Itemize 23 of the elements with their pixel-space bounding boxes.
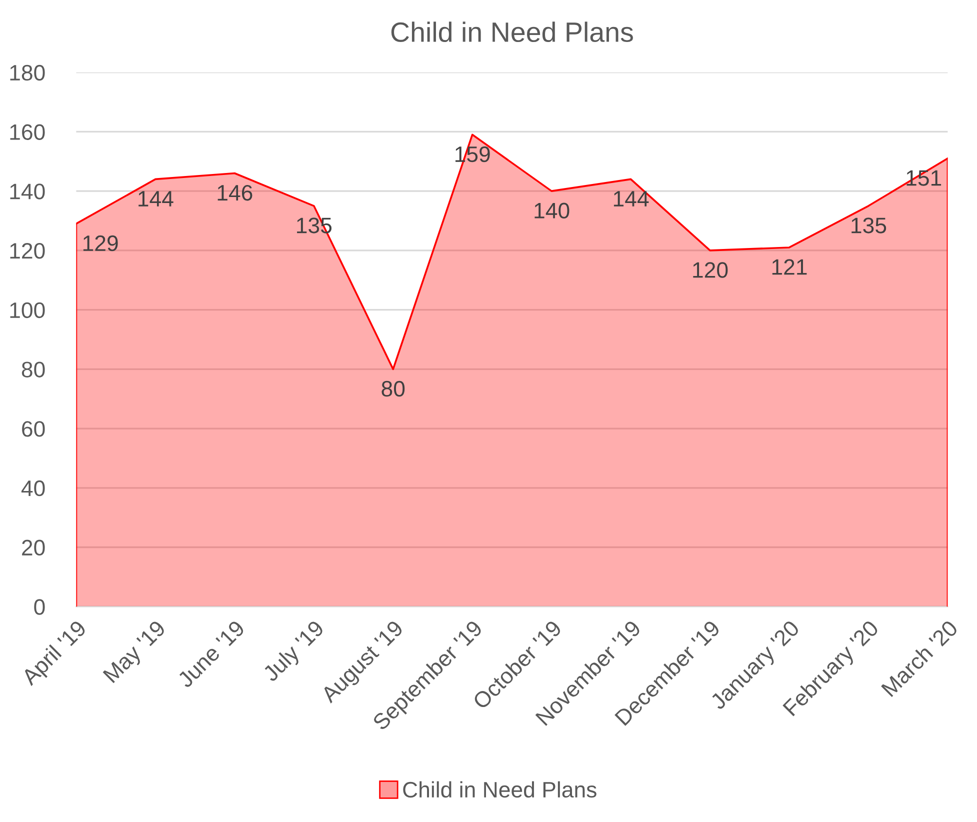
y-tick-label: 80 (22, 362, 45, 378)
data-label: 146 (218, 184, 252, 201)
data-label: 135 (852, 218, 886, 234)
legend-label: Child in Need Plans (403, 781, 596, 798)
y-tick-label: 0 (34, 599, 45, 615)
y-tick-label: 20 (22, 540, 45, 556)
data-label: 144 (138, 191, 174, 206)
data-label: 129 (83, 235, 118, 252)
y-tick-label: 140 (10, 184, 45, 200)
y-tick-label: 100 (10, 302, 45, 318)
data-label: 140 (534, 202, 570, 219)
data-label: 120 (693, 262, 728, 278)
data-label: 144 (614, 191, 649, 206)
y-tick-label: 160 (10, 124, 45, 140)
y-tick-label: 60 (22, 421, 45, 437)
data-label: 121 (772, 259, 807, 275)
y-tick-label: 120 (10, 242, 45, 259)
y-tick-label: 40 (21, 480, 45, 496)
chart-title: Child in Need Plans (391, 22, 633, 42)
x-tick-label: May '19 (102, 620, 170, 686)
data-label: 80 (382, 380, 405, 397)
y-tick-label: 180 (10, 64, 45, 81)
x-tick-label: July '19 (261, 619, 328, 686)
